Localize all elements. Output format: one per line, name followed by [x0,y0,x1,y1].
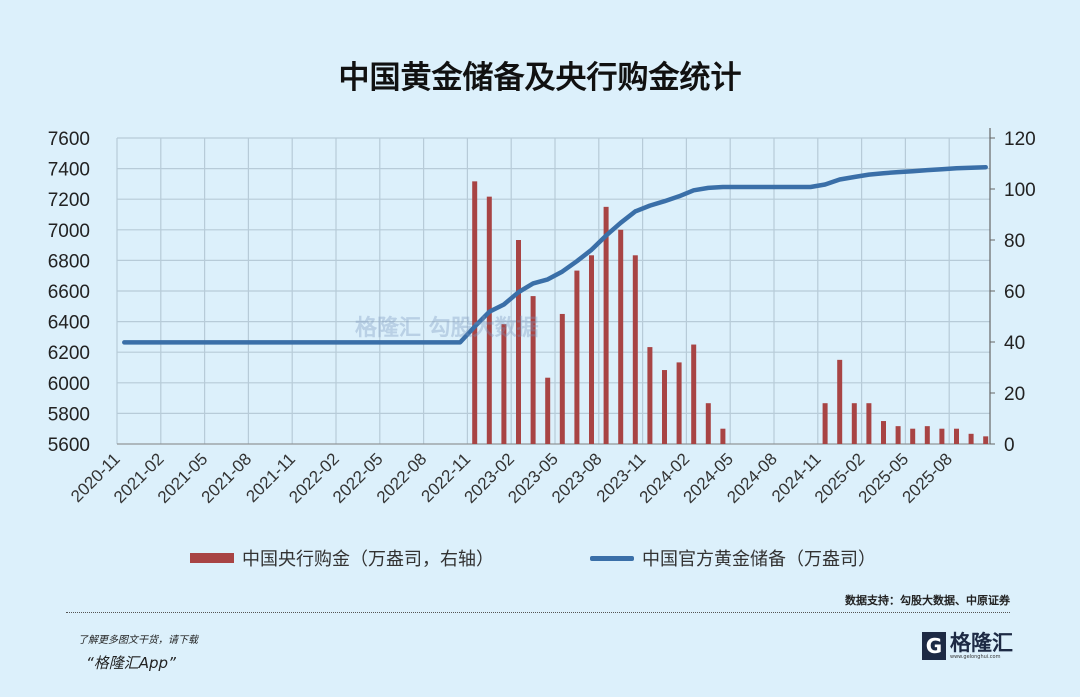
bar [851,403,857,444]
y-left-tick-label: 7400 [48,160,90,181]
logo: G 格隆汇 www.gelonghui.com [922,632,1013,660]
legend-swatch-bar [190,553,234,563]
y-left-tick-label: 7000 [48,221,90,242]
y-left-tick-label: 7200 [48,190,90,211]
y-right-tick-label: 20 [1004,384,1025,405]
bar [647,347,653,444]
bar [924,426,930,444]
y-right-tick-label: 60 [1004,282,1025,303]
y-left-tick-label: 6400 [48,313,90,334]
y-left-tick-label: 7600 [48,129,90,150]
source-note: 数据支持：勾股大数据、中原证券 [845,594,1010,607]
bar [895,426,901,444]
bar [486,196,492,444]
y-left-tick-label: 6000 [48,374,90,395]
logo-icon: G [922,632,946,660]
reserve-line [122,164,988,345]
bar [705,403,711,444]
legend-item-bar: 中国央行购金（万盎司，右轴） [190,545,494,571]
bar [720,428,726,444]
bar [472,181,478,444]
logo-url: www.gelonghui.com [950,653,1001,660]
bar [983,436,989,444]
bar [516,240,521,444]
bar [837,359,843,444]
bar [939,428,945,444]
y-left-tick-label: 6200 [48,343,90,364]
bar [881,421,886,444]
bar [589,255,594,444]
y-left-tick-label: 5600 [48,435,90,456]
bar [574,270,580,444]
bar [501,324,507,444]
y-right-tick-label: 40 [1004,333,1025,354]
legend-item-line: 中国官方黄金储备（万盎司） [590,545,876,571]
y-left-tick-label: 5800 [48,404,90,425]
bar [662,370,667,444]
watermark: 格隆汇 勾股大数据 [355,316,539,341]
y-right-tick-label: 100 [1004,180,1036,201]
promo-app: “格隆汇App” [86,654,176,672]
bar [676,362,682,444]
bar [559,313,565,444]
y-right-tick-label: 120 [1004,129,1036,150]
bar [910,428,916,444]
promo-text: 了解更多图文干货，请下载 [78,635,198,646]
divider [66,612,1010,613]
y-left-tick-label: 6600 [48,282,90,303]
chart-title: 中国黄金储备及央行购金统计 [338,60,742,96]
logo-text: 格隆汇 [950,630,1013,655]
bar [603,206,609,444]
bar [822,403,828,444]
bar [545,377,551,444]
bar [866,403,872,444]
y-right-tick-label: 0 [1004,435,1015,456]
legend-swatch-line [590,555,634,561]
y-left-tick-label: 6800 [48,251,90,272]
bar [618,229,624,444]
legend-label-bar: 中国央行购金（万盎司，右轴） [242,549,494,570]
legend-label-line: 中国官方黄金储备（万盎司） [642,549,876,570]
bar [968,433,974,444]
bar [691,344,697,444]
bar [632,255,638,444]
bar [954,428,959,444]
bar [530,296,536,444]
y-right-tick-label: 80 [1004,231,1025,252]
